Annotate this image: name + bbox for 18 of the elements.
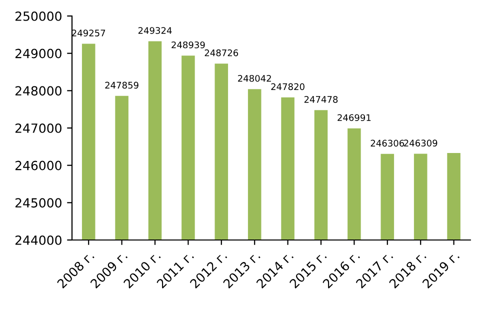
y-tick-label: 250000 (15, 11, 62, 21)
data-label: 247820 (271, 83, 304, 90)
y-tick-label: 249000 (15, 48, 62, 58)
data-label: 247478 (304, 96, 338, 103)
y-tick-label: 245000 (15, 198, 62, 208)
data-label: 246991 (338, 114, 371, 122)
data-label: 249324 (138, 27, 172, 34)
data-label: 246306 (370, 140, 404, 147)
y-tick-label: 246000 (15, 160, 62, 170)
data-label: 246309 (404, 140, 438, 146)
y-tick-label: 248000 (15, 86, 62, 96)
data-label: 248726 (204, 49, 238, 56)
data-label: 247859 (105, 82, 138, 89)
data-label: 248939 (172, 41, 205, 48)
y-tick-label: 247000 (15, 123, 62, 133)
data-label: 248042 (238, 74, 271, 82)
data-label: 249257 (72, 30, 106, 36)
y-tick-label: 244000 (15, 235, 62, 245)
